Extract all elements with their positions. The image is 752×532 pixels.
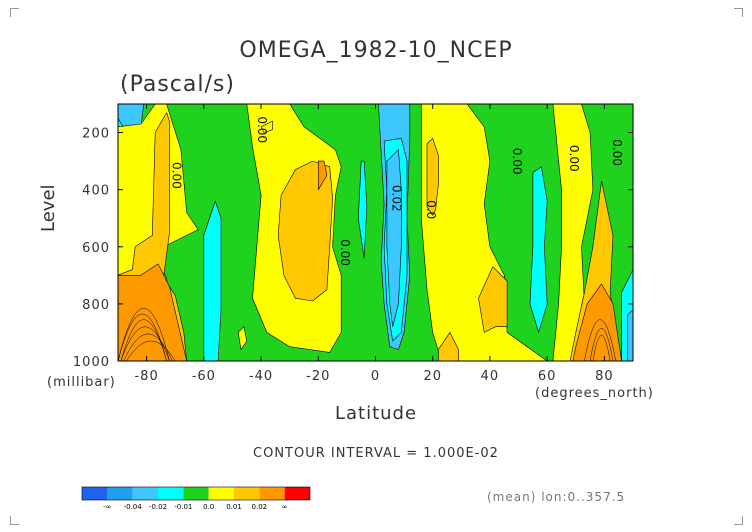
y-tick-label-3: 800 (82, 298, 110, 313)
contour-region-8 (203, 200, 222, 361)
colorbar-swatch-4 (183, 487, 209, 500)
y-axis-units: (millibar) (47, 375, 116, 390)
contour-region-12 (317, 160, 328, 190)
colorbar-label-4: 0.0 (203, 503, 214, 511)
contour-region-9 (237, 326, 248, 350)
colorbar-swatch-8 (284, 487, 310, 500)
contour-region-19 (426, 138, 439, 216)
contour-label-5: 0.00 (510, 148, 524, 175)
colorbar-swatch-2 (132, 487, 158, 500)
mean-longitude-label: (mean) lon:0..357.5 (487, 490, 626, 504)
contour-interval-label: CONTOUR INTERVAL = 1.000E-02 (253, 446, 499, 461)
colorbar-swatch-7 (259, 487, 285, 500)
colorbar-label-6: 0.02 (252, 503, 268, 511)
x-tick-label-4: 0 (371, 369, 380, 384)
contour-region-11 (277, 160, 333, 302)
contour-region-17 (386, 149, 402, 328)
contour-label-4: 0.0 (424, 200, 438, 219)
contour-line-south-5 (126, 341, 176, 361)
colorbar-label-7: ∞ (282, 503, 288, 511)
contour-label-0: 0.00 (169, 162, 183, 189)
crop-mark-top-left (10, 8, 19, 17)
y-tick-label-0: 200 (82, 127, 110, 142)
x-axis-label: Latitude (334, 403, 418, 424)
colorbar-swatch-3 (158, 487, 184, 500)
contour-region-18 (420, 104, 548, 361)
colorbar-swatch-1 (107, 487, 133, 500)
contour-label-3: 0.02 (390, 185, 404, 212)
contour-region-7 (118, 263, 187, 361)
contour-region-13 (260, 120, 273, 133)
crop-mark-bottom-right (734, 516, 743, 525)
colorbar-label-0: -∞ (103, 503, 111, 511)
crop-mark-top-right (734, 8, 743, 17)
contour-line-south-4 (123, 333, 173, 361)
colorbar-frame (81, 486, 311, 501)
crop-mark-bottom-left (10, 516, 19, 525)
y-tick-label-2: 600 (82, 241, 110, 256)
contour-label-7: 0.00 (610, 139, 624, 166)
contour-region-14 (357, 160, 368, 259)
colorbar-label-1: -0.04 (124, 503, 143, 511)
chart-units: (Pascal/s) (120, 72, 235, 97)
x-axis-units: (degrees_north) (535, 386, 654, 401)
colorbar-label-3: -0.01 (174, 503, 192, 511)
contour-region-25 (572, 283, 622, 361)
colorbar-label-5: 0.01 (226, 503, 242, 511)
colorbar-label-2: -0.02 (149, 503, 167, 511)
contour-region-22 (529, 166, 548, 333)
colorbar-swatch-5 (208, 487, 234, 500)
x-tick-label-1: -60 (192, 369, 216, 384)
contour-line-north-0 (584, 319, 617, 361)
colorbar-swatch-6 (234, 487, 260, 500)
y-tick-label-4: 1000 (73, 355, 110, 370)
colorbar-swatch-0 (82, 487, 108, 500)
chart-title: OMEGA_1982-10_NCEP (239, 38, 513, 63)
contour-region-27 (626, 309, 633, 361)
plot-background-band (118, 104, 633, 361)
x-tick-label-3: -20 (306, 369, 330, 384)
contour-line-north-1 (589, 327, 614, 361)
x-tick-label-5: 20 (423, 369, 442, 384)
contour-region-20 (478, 266, 508, 333)
y-tick-label-1: 400 (82, 184, 110, 199)
contour-label-2: 0.00 (338, 239, 352, 266)
x-tick-label-0: -80 (134, 369, 158, 384)
contour-label-1: 0.00 (255, 116, 269, 143)
x-tick-label-8: 80 (595, 369, 614, 384)
x-tick-label-2: -40 (249, 369, 273, 384)
contour-region-21 (438, 332, 459, 361)
contour-label-6: 0.00 (567, 145, 581, 172)
x-tick-label-6: 40 (481, 369, 500, 384)
x-tick-label-7: 60 (538, 369, 557, 384)
